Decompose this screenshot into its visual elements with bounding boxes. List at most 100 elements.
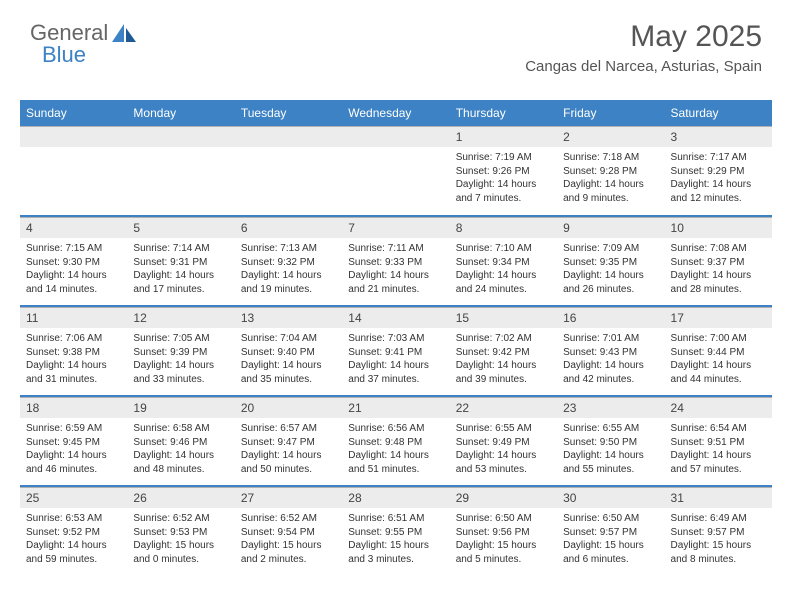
sunset-text: Sunset: 9:46 PM — [133, 436, 228, 450]
day-cell: 24Sunrise: 6:54 AMSunset: 9:51 PMDayligh… — [665, 396, 772, 486]
daylight-text: Daylight: 14 hours and 12 minutes. — [671, 178, 766, 205]
day-detail — [127, 147, 234, 153]
week-row: 1Sunrise: 7:19 AMSunset: 9:26 PMDaylight… — [20, 126, 772, 216]
sunrise-text: Sunrise: 6:55 AM — [456, 422, 551, 436]
day-cell: 19Sunrise: 6:58 AMSunset: 9:46 PMDayligh… — [127, 396, 234, 486]
day-detail: Sunrise: 6:59 AMSunset: 9:45 PMDaylight:… — [20, 418, 127, 478]
day-detail: Sunrise: 7:17 AMSunset: 9:29 PMDaylight:… — [665, 147, 772, 207]
weekday-header: Sunday — [20, 100, 127, 126]
header-right: May 2025 Cangas del Narcea, Asturias, Sp… — [525, 20, 762, 75]
sunset-text: Sunset: 9:57 PM — [671, 526, 766, 540]
sunrise-text: Sunrise: 6:49 AM — [671, 512, 766, 526]
daylight-text: Daylight: 14 hours and 59 minutes. — [26, 539, 121, 566]
day-detail: Sunrise: 6:55 AMSunset: 9:50 PMDaylight:… — [557, 418, 664, 478]
day-number — [342, 126, 449, 147]
sunset-text: Sunset: 9:49 PM — [456, 436, 551, 450]
sunset-text: Sunset: 9:32 PM — [241, 256, 336, 270]
day-detail: Sunrise: 7:06 AMSunset: 9:38 PMDaylight:… — [20, 328, 127, 388]
day-detail: Sunrise: 7:03 AMSunset: 9:41 PMDaylight:… — [342, 328, 449, 388]
day-cell: 1Sunrise: 7:19 AMSunset: 9:26 PMDaylight… — [450, 126, 557, 216]
day-number: 8 — [450, 217, 557, 238]
sunset-text: Sunset: 9:38 PM — [26, 346, 121, 360]
day-number: 6 — [235, 217, 342, 238]
day-number: 21 — [342, 397, 449, 418]
day-number: 15 — [450, 307, 557, 328]
weekday-header: Saturday — [665, 100, 772, 126]
day-cell — [20, 126, 127, 216]
day-cell: 26Sunrise: 6:52 AMSunset: 9:53 PMDayligh… — [127, 486, 234, 576]
sunrise-text: Sunrise: 7:08 AM — [671, 242, 766, 256]
sunset-text: Sunset: 9:43 PM — [563, 346, 658, 360]
sunrise-text: Sunrise: 7:02 AM — [456, 332, 551, 346]
calendar-table: SundayMondayTuesdayWednesdayThursdayFrid… — [20, 100, 772, 576]
sunrise-text: Sunrise: 6:53 AM — [26, 512, 121, 526]
sunset-text: Sunset: 9:40 PM — [241, 346, 336, 360]
daylight-text: Daylight: 14 hours and 33 minutes. — [133, 359, 228, 386]
logo-sail-icon — [110, 22, 140, 44]
sunrise-text: Sunrise: 7:14 AM — [133, 242, 228, 256]
day-cell: 18Sunrise: 6:59 AMSunset: 9:45 PMDayligh… — [20, 396, 127, 486]
daylight-text: Daylight: 14 hours and 31 minutes. — [26, 359, 121, 386]
day-cell: 31Sunrise: 6:49 AMSunset: 9:57 PMDayligh… — [665, 486, 772, 576]
daylight-text: Daylight: 14 hours and 39 minutes. — [456, 359, 551, 386]
day-cell: 8Sunrise: 7:10 AMSunset: 9:34 PMDaylight… — [450, 216, 557, 306]
day-number: 16 — [557, 307, 664, 328]
day-detail: Sunrise: 6:52 AMSunset: 9:54 PMDaylight:… — [235, 508, 342, 568]
day-number: 26 — [127, 487, 234, 508]
sunset-text: Sunset: 9:45 PM — [26, 436, 121, 450]
sunrise-text: Sunrise: 7:11 AM — [348, 242, 443, 256]
day-cell: 27Sunrise: 6:52 AMSunset: 9:54 PMDayligh… — [235, 486, 342, 576]
sunrise-text: Sunrise: 7:13 AM — [241, 242, 336, 256]
daylight-text: Daylight: 14 hours and 7 minutes. — [456, 178, 551, 205]
weekday-header: Monday — [127, 100, 234, 126]
sunrise-text: Sunrise: 7:01 AM — [563, 332, 658, 346]
month-title: May 2025 — [525, 20, 762, 54]
day-cell: 30Sunrise: 6:50 AMSunset: 9:57 PMDayligh… — [557, 486, 664, 576]
day-detail — [20, 147, 127, 153]
sunset-text: Sunset: 9:37 PM — [671, 256, 766, 270]
sunset-text: Sunset: 9:30 PM — [26, 256, 121, 270]
sunset-text: Sunset: 9:34 PM — [456, 256, 551, 270]
sunset-text: Sunset: 9:47 PM — [241, 436, 336, 450]
sunset-text: Sunset: 9:55 PM — [348, 526, 443, 540]
daylight-text: Daylight: 14 hours and 26 minutes. — [563, 269, 658, 296]
day-number: 27 — [235, 487, 342, 508]
daylight-text: Daylight: 14 hours and 50 minutes. — [241, 449, 336, 476]
sunset-text: Sunset: 9:31 PM — [133, 256, 228, 270]
day-cell: 4Sunrise: 7:15 AMSunset: 9:30 PMDaylight… — [20, 216, 127, 306]
day-detail: Sunrise: 6:54 AMSunset: 9:51 PMDaylight:… — [665, 418, 772, 478]
day-number: 3 — [665, 126, 772, 147]
sunset-text: Sunset: 9:50 PM — [563, 436, 658, 450]
sunrise-text: Sunrise: 6:50 AM — [456, 512, 551, 526]
daylight-text: Daylight: 14 hours and 46 minutes. — [26, 449, 121, 476]
day-cell: 9Sunrise: 7:09 AMSunset: 9:35 PMDaylight… — [557, 216, 664, 306]
sunset-text: Sunset: 9:41 PM — [348, 346, 443, 360]
day-number: 28 — [342, 487, 449, 508]
day-cell: 3Sunrise: 7:17 AMSunset: 9:29 PMDaylight… — [665, 126, 772, 216]
day-number: 18 — [20, 397, 127, 418]
week-row: 4Sunrise: 7:15 AMSunset: 9:30 PMDaylight… — [20, 216, 772, 306]
day-number: 22 — [450, 397, 557, 418]
day-cell: 21Sunrise: 6:56 AMSunset: 9:48 PMDayligh… — [342, 396, 449, 486]
sunset-text: Sunset: 9:56 PM — [456, 526, 551, 540]
sunrise-text: Sunrise: 6:52 AM — [241, 512, 336, 526]
day-cell: 6Sunrise: 7:13 AMSunset: 9:32 PMDaylight… — [235, 216, 342, 306]
sunrise-text: Sunrise: 6:55 AM — [563, 422, 658, 436]
daylight-text: Daylight: 14 hours and 9 minutes. — [563, 178, 658, 205]
sunrise-text: Sunrise: 6:58 AM — [133, 422, 228, 436]
day-detail: Sunrise: 7:10 AMSunset: 9:34 PMDaylight:… — [450, 238, 557, 298]
sunset-text: Sunset: 9:39 PM — [133, 346, 228, 360]
sunrise-text: Sunrise: 7:04 AM — [241, 332, 336, 346]
daylight-text: Daylight: 14 hours and 53 minutes. — [456, 449, 551, 476]
day-detail: Sunrise: 6:53 AMSunset: 9:52 PMDaylight:… — [20, 508, 127, 568]
sunset-text: Sunset: 9:33 PM — [348, 256, 443, 270]
sunrise-text: Sunrise: 7:03 AM — [348, 332, 443, 346]
day-cell: 14Sunrise: 7:03 AMSunset: 9:41 PMDayligh… — [342, 306, 449, 396]
day-number: 24 — [665, 397, 772, 418]
sunrise-text: Sunrise: 7:17 AM — [671, 151, 766, 165]
day-detail: Sunrise: 7:11 AMSunset: 9:33 PMDaylight:… — [342, 238, 449, 298]
daylight-text: Daylight: 14 hours and 35 minutes. — [241, 359, 336, 386]
daylight-text: Daylight: 14 hours and 55 minutes. — [563, 449, 658, 476]
day-detail: Sunrise: 6:55 AMSunset: 9:49 PMDaylight:… — [450, 418, 557, 478]
day-number — [20, 126, 127, 147]
